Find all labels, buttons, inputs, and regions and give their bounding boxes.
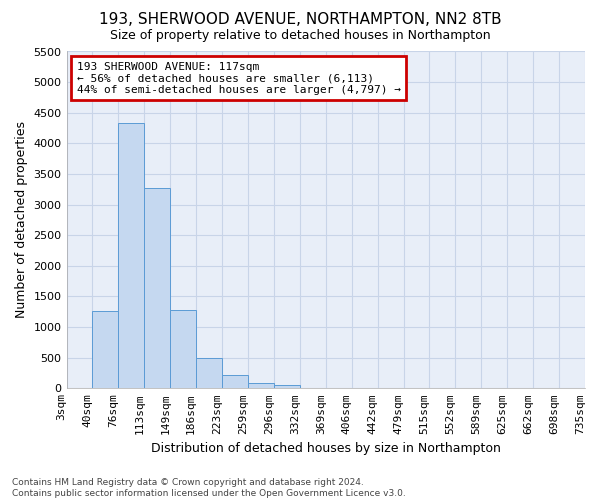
Text: 193 SHERWOOD AVENUE: 117sqm
← 56% of detached houses are smaller (6,113)
44% of : 193 SHERWOOD AVENUE: 117sqm ← 56% of det… xyxy=(77,62,401,95)
Bar xyxy=(170,310,196,388)
Bar xyxy=(145,188,170,388)
Bar xyxy=(118,123,145,388)
Bar xyxy=(92,310,118,388)
Text: 193, SHERWOOD AVENUE, NORTHAMPTON, NN2 8TB: 193, SHERWOOD AVENUE, NORTHAMPTON, NN2 8… xyxy=(98,12,502,28)
Bar xyxy=(248,383,274,388)
Y-axis label: Number of detached properties: Number of detached properties xyxy=(15,122,28,318)
Bar xyxy=(196,358,222,388)
X-axis label: Distribution of detached houses by size in Northampton: Distribution of detached houses by size … xyxy=(151,442,501,455)
Bar xyxy=(222,375,248,388)
Text: Size of property relative to detached houses in Northampton: Size of property relative to detached ho… xyxy=(110,29,490,42)
Bar xyxy=(274,385,300,388)
Text: Contains HM Land Registry data © Crown copyright and database right 2024.
Contai: Contains HM Land Registry data © Crown c… xyxy=(12,478,406,498)
